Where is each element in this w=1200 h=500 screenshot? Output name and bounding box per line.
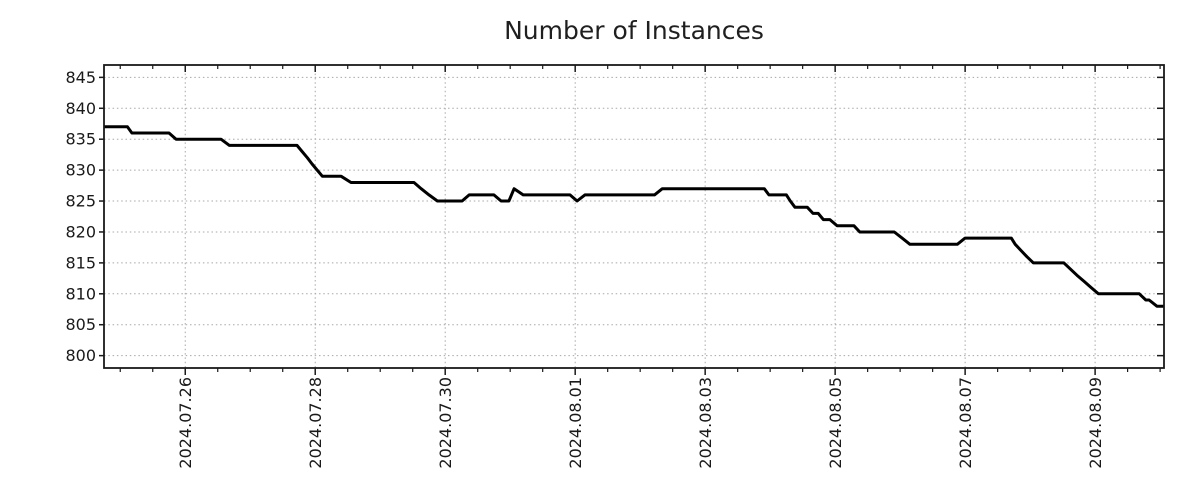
x-tick-label: 2024.07.26 [176,377,195,469]
y-tick-label: 835 [65,130,96,149]
x-tick-label: 2024.08.09 [1086,377,1105,469]
x-tick-label: 2024.07.28 [306,377,325,469]
chart-title: Number of Instances [504,16,764,45]
tick-layer [99,65,1164,375]
plot-frame [103,64,1165,369]
frame-layer [103,64,1165,369]
x-tick-label: 2024.07.30 [436,377,455,469]
y-tick-label: 830 [65,161,96,180]
series-line [104,125,1164,308]
y-tick-label: 805 [65,315,96,334]
y-tick-label: 825 [65,192,96,211]
x-tick-label: 2024.08.03 [696,377,715,469]
y-tick-label: 845 [65,68,96,87]
y-tick-label: 815 [65,253,96,272]
x-tick-label: 2024.08.01 [566,377,585,469]
y-tick-label: 810 [65,284,96,303]
series-layer [104,125,1164,308]
y-tick-label: 840 [65,99,96,118]
x-tick-label: 2024.08.05 [826,377,845,469]
grid-layer [104,65,1164,368]
label-layer: 800 805 810 815 820 825 830 835 840 845 2024.07.26… [65,68,1105,469]
y-tick-label: 820 [65,222,96,241]
y-tick-label: 800 [65,346,96,365]
x-tick-label: 2024.08.07 [956,377,975,469]
